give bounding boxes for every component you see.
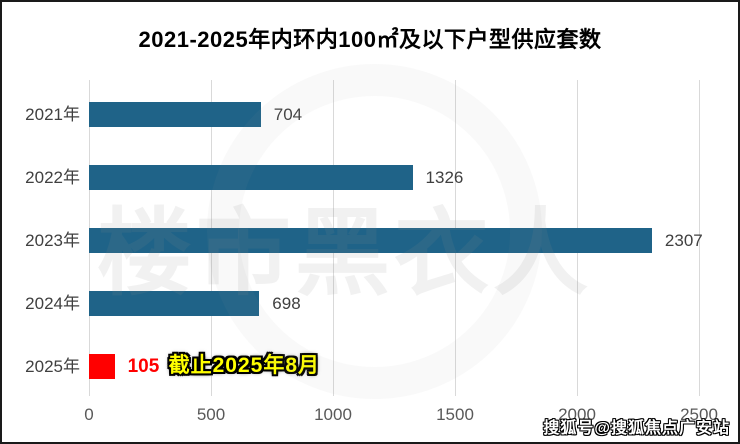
value-label: 105 xyxy=(127,355,160,377)
x-tick-label: 0 xyxy=(84,405,94,424)
category-label: 2024年 xyxy=(25,293,80,313)
chart-title: 2021-2025年内环内100㎡及以下户型供应套数 xyxy=(138,27,602,52)
x-tick-label: 1000 xyxy=(314,405,352,424)
x-tick-label: 1500 xyxy=(436,405,474,424)
value-label: 698 xyxy=(272,293,301,313)
category-label: 2023年 xyxy=(25,230,80,250)
gridline xyxy=(699,80,700,396)
value-label: 2307 xyxy=(664,230,703,250)
category-label: 2025年 xyxy=(25,356,80,376)
x-tick-label: 2500 xyxy=(680,405,718,424)
x-tick-label: 2000 xyxy=(558,405,596,424)
value-label: 704 xyxy=(273,104,303,124)
annotation-label: 截止2025年8月 xyxy=(168,354,321,377)
bar xyxy=(89,227,652,253)
bar xyxy=(89,290,260,316)
bar xyxy=(89,101,261,127)
x-tick-label: 500 xyxy=(196,405,226,424)
category-label: 2021年 xyxy=(25,104,80,124)
value-label: 1326 xyxy=(425,167,464,187)
category-label: 2022年 xyxy=(25,167,80,187)
bar xyxy=(89,164,413,190)
bar-highlight xyxy=(89,353,115,379)
